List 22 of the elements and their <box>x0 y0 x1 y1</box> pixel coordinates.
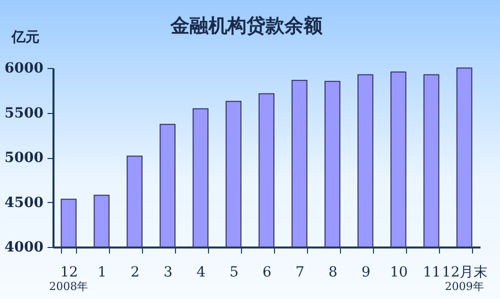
y-tick-label: 6000 <box>4 60 44 76</box>
x-tick-label: 8 <box>328 264 338 280</box>
x-tick-label: 11 <box>422 264 441 280</box>
x-tick-label: 2 <box>130 264 140 280</box>
x-tick-label: 12月末 <box>442 264 488 280</box>
x-tick-label: 4 <box>196 264 206 280</box>
x-tick-label: 5 <box>230 264 238 280</box>
x-tick-label: 9 <box>361 264 370 280</box>
x-tick-label: 10 <box>390 264 408 280</box>
text: 2009年 <box>444 280 484 293</box>
text: 2008年 <box>49 280 88 293</box>
chart-title: 金融机构贷款余额 <box>170 15 324 37</box>
y-tick-label: 4000 <box>4 240 44 256</box>
y-axis-title: 亿元 <box>10 30 40 46</box>
y-tick-label: 4500 <box>4 194 44 211</box>
x-tick-label: 6 <box>262 264 272 280</box>
x-tick-label: 1 <box>98 264 107 280</box>
y-tick-label: 5000 <box>4 150 44 166</box>
x-tick-label: 7 <box>296 264 304 280</box>
x-tick-label: 3 <box>164 264 173 280</box>
y-tick-label: 5500 <box>4 105 44 122</box>
x-tick-label: 12 <box>60 264 78 280</box>
